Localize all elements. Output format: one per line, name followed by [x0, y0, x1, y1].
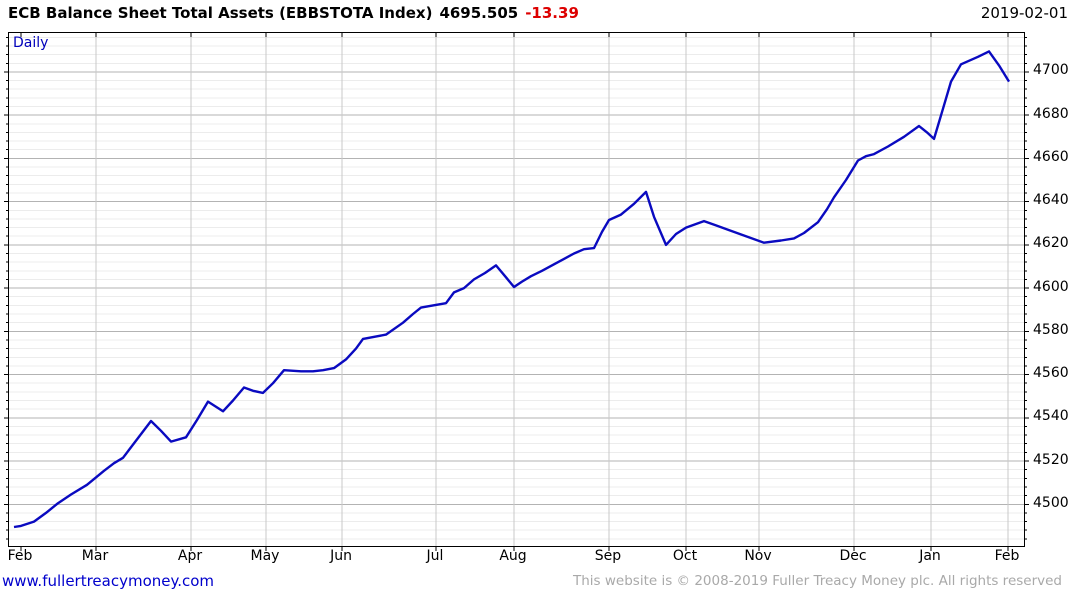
last-price: 4695.505 — [439, 4, 519, 22]
y-axis-tick-label: 4640 — [1033, 192, 1069, 209]
x-axis-tick-label: Oct — [672, 548, 698, 564]
x-axis-tick-label: Feb — [994, 548, 1020, 564]
y-axis-tick-label: 4540 — [1033, 408, 1069, 425]
price-line — [13, 50, 1011, 529]
price-line-chart — [4, 33, 1029, 551]
chart-header: ECB Balance Sheet Total Assets (EBBSTOTA… — [8, 3, 1068, 27]
y-axis-tick-label: 4520 — [1033, 451, 1069, 468]
website-link[interactable]: www.fullertreacymoney.com — [2, 572, 215, 590]
x-axis-tick-label: Jan — [919, 548, 941, 564]
footer: www.fullertreacymoney.com This website i… — [2, 571, 1062, 591]
as-of-date: 2019-02-01 — [980, 4, 1068, 22]
y-axis-tick-label: 4620 — [1033, 235, 1069, 252]
x-axis-tick-label: Mar — [81, 548, 109, 564]
copyright-text: This website is © 2008-2019 Fuller Treac… — [573, 573, 1062, 589]
x-axis-tick-label: May — [250, 548, 280, 564]
page-title: ECB Balance Sheet Total Assets (EBBSTOTA… — [8, 3, 579, 24]
plot-area[interactable]: Daily — [4, 32, 1029, 551]
x-axis-tick-label: Dec — [839, 548, 867, 564]
x-axis-tick-label: Sep — [594, 548, 622, 564]
frequency-label: Daily — [13, 35, 49, 51]
x-axis-tick-label: Jul — [426, 548, 444, 564]
y-axis-tick-label: 4660 — [1033, 148, 1069, 165]
y-axis-tick-label: 4680 — [1033, 105, 1069, 122]
x-axis-tick-label: Feb — [7, 548, 33, 564]
price-change: -13.39 — [525, 4, 579, 22]
x-axis-tick-label: Jun — [330, 548, 352, 564]
x-axis-tick-label: Nov — [744, 548, 772, 564]
y-axis-tick-label: 4700 — [1033, 62, 1069, 79]
y-axis-tick-label: 4560 — [1033, 365, 1069, 382]
y-axis-tick-label: 4580 — [1033, 321, 1069, 338]
x-axis-tick-label: Apr — [177, 548, 203, 564]
y-axis-tick-label: 4600 — [1033, 278, 1069, 295]
x-axis-tick-label: Aug — [499, 548, 527, 564]
y-axis-tick-label: 4500 — [1033, 494, 1069, 511]
instrument-title: ECB Balance Sheet Total Assets (EBBSTOTA… — [8, 4, 433, 22]
